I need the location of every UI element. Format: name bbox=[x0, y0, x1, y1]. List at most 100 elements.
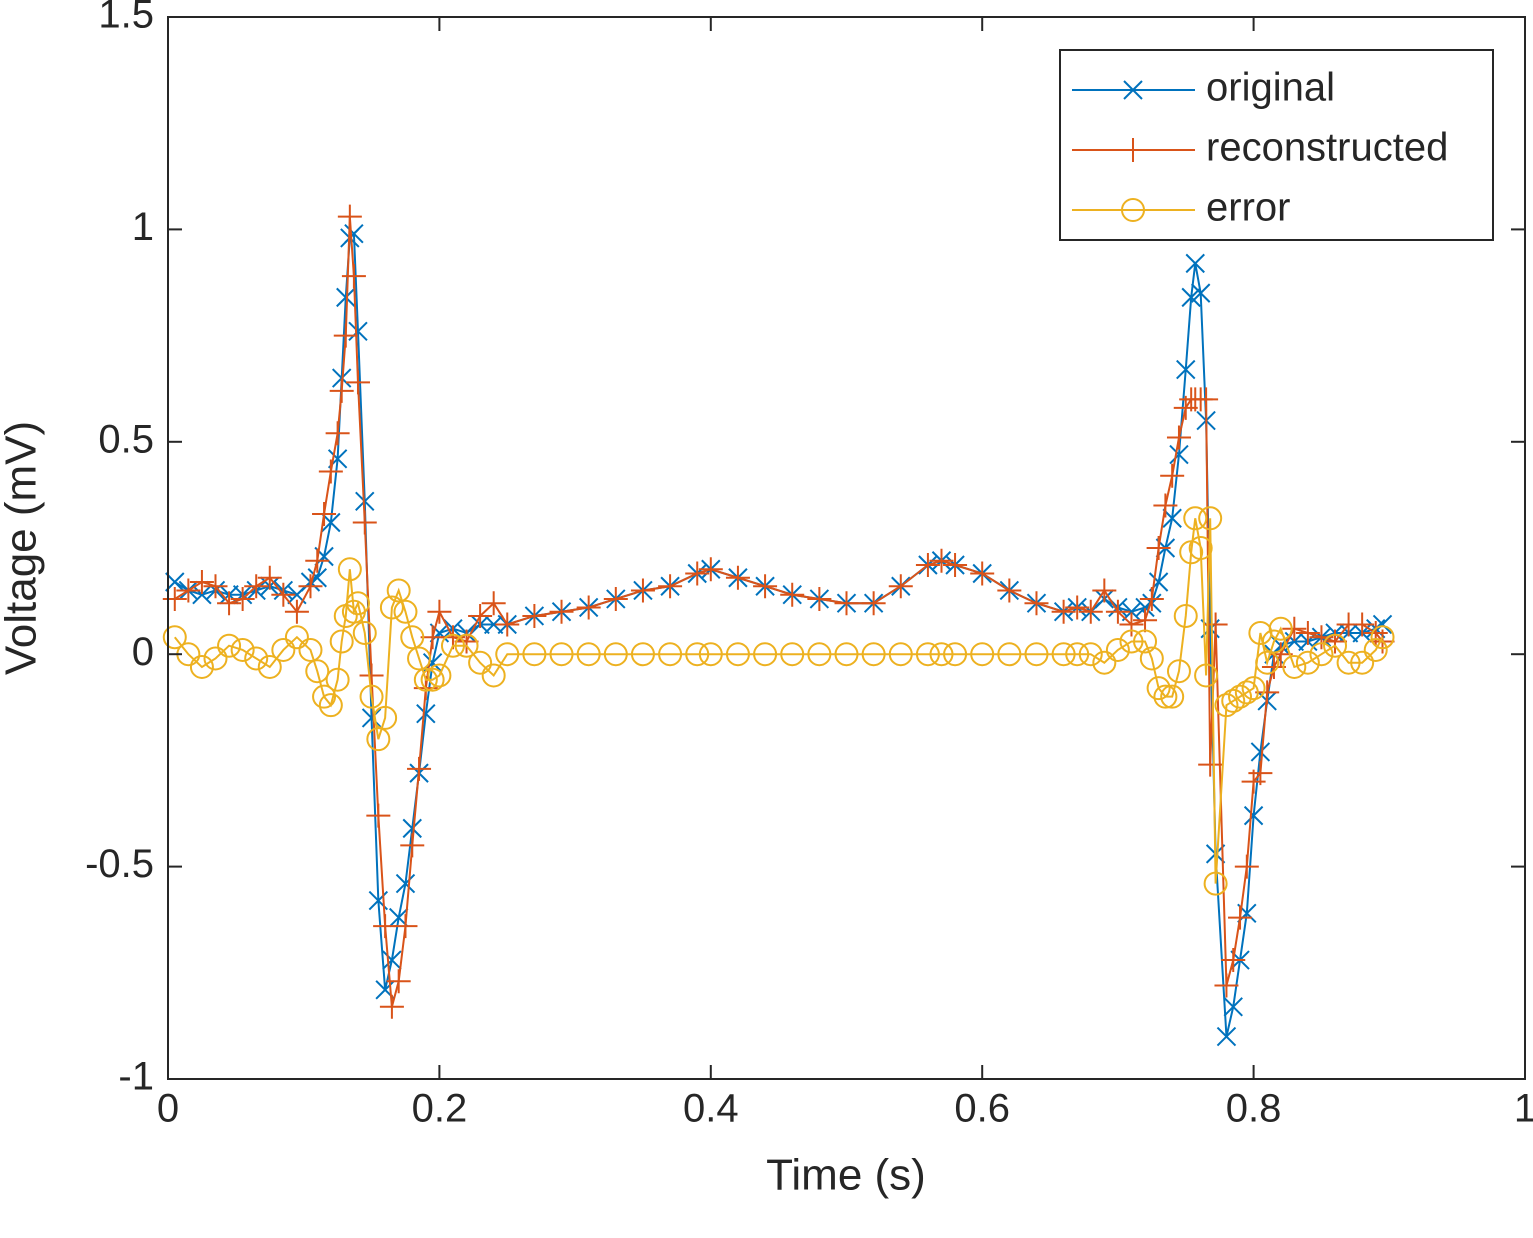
point bbox=[271, 582, 296, 607]
point bbox=[1323, 629, 1348, 654]
point bbox=[440, 633, 465, 658]
point bbox=[305, 659, 330, 684]
point bbox=[318, 459, 343, 484]
y-tick-label: 1.5 bbox=[98, 0, 154, 37]
point bbox=[1282, 654, 1307, 679]
point bbox=[468, 603, 493, 628]
point bbox=[176, 578, 201, 603]
point bbox=[1169, 444, 1189, 465]
point bbox=[454, 629, 479, 654]
legend-label: original bbox=[1206, 66, 1335, 110]
point bbox=[685, 561, 710, 586]
point bbox=[1065, 595, 1090, 620]
point bbox=[861, 642, 886, 667]
x-tick-label: 0 bbox=[157, 1087, 179, 1131]
point bbox=[1024, 642, 1049, 667]
point bbox=[1119, 629, 1144, 654]
point bbox=[483, 614, 504, 635]
point bbox=[1092, 650, 1117, 675]
point bbox=[420, 667, 445, 692]
point bbox=[271, 637, 296, 662]
point bbox=[1243, 805, 1264, 826]
point bbox=[807, 642, 832, 667]
point bbox=[753, 642, 778, 667]
point bbox=[407, 756, 432, 781]
point bbox=[344, 223, 364, 244]
point bbox=[1336, 650, 1361, 675]
point bbox=[780, 642, 805, 667]
point bbox=[481, 663, 506, 688]
point bbox=[1323, 633, 1348, 658]
point bbox=[1024, 591, 1049, 616]
point bbox=[1268, 616, 1293, 641]
point bbox=[1133, 608, 1158, 633]
point bbox=[603, 642, 628, 667]
point bbox=[298, 574, 323, 599]
point bbox=[203, 574, 228, 599]
point bbox=[1214, 973, 1239, 998]
point bbox=[1194, 663, 1219, 688]
plot-area bbox=[162, 204, 1395, 1047]
point bbox=[1223, 997, 1243, 1017]
point bbox=[725, 565, 750, 590]
point bbox=[312, 502, 337, 527]
point bbox=[997, 578, 1022, 603]
legend: original reconstructed error bbox=[1059, 49, 1494, 241]
y-axis-label: Voltage (mV) bbox=[0, 421, 46, 675]
point bbox=[329, 378, 354, 403]
point bbox=[630, 642, 655, 667]
point bbox=[244, 574, 269, 599]
point bbox=[1173, 603, 1198, 628]
x-tick-label: 0.2 bbox=[412, 1087, 468, 1131]
legend-label: error bbox=[1206, 186, 1290, 230]
point bbox=[1139, 646, 1164, 671]
point bbox=[1105, 637, 1130, 662]
y-tick-label: 0.5 bbox=[98, 417, 154, 461]
point bbox=[1160, 463, 1185, 488]
point bbox=[373, 914, 398, 939]
legend-marker bbox=[1123, 80, 1143, 100]
point bbox=[1146, 676, 1171, 701]
point bbox=[366, 803, 391, 828]
point bbox=[400, 625, 425, 650]
point bbox=[1234, 854, 1259, 879]
point bbox=[1295, 620, 1320, 645]
point bbox=[753, 574, 778, 599]
point bbox=[337, 204, 362, 229]
point bbox=[189, 654, 214, 679]
point bbox=[468, 650, 493, 675]
point bbox=[1261, 629, 1286, 654]
point bbox=[1183, 506, 1208, 531]
point bbox=[1139, 586, 1164, 611]
point bbox=[373, 705, 398, 730]
point bbox=[325, 667, 350, 692]
point bbox=[400, 833, 425, 858]
point bbox=[1188, 536, 1213, 560]
point bbox=[162, 586, 187, 611]
point bbox=[1176, 359, 1196, 380]
point bbox=[382, 950, 402, 970]
point bbox=[192, 585, 212, 605]
point bbox=[348, 321, 368, 342]
point bbox=[393, 599, 418, 624]
point bbox=[333, 323, 358, 348]
point bbox=[1105, 599, 1130, 624]
point bbox=[888, 574, 913, 599]
point bbox=[997, 642, 1022, 667]
point bbox=[1241, 676, 1266, 701]
point bbox=[1295, 650, 1320, 675]
point bbox=[402, 818, 422, 839]
point bbox=[888, 642, 913, 667]
point bbox=[427, 599, 452, 624]
point bbox=[1198, 752, 1223, 777]
point bbox=[1194, 387, 1219, 412]
point bbox=[495, 642, 520, 667]
point bbox=[230, 586, 255, 611]
point bbox=[341, 264, 366, 289]
legend-marker bbox=[1121, 138, 1145, 162]
x-tick-label: 0.8 bbox=[1226, 1087, 1282, 1131]
point bbox=[162, 625, 187, 650]
point bbox=[203, 646, 228, 671]
point bbox=[345, 591, 370, 616]
point bbox=[1166, 425, 1191, 450]
